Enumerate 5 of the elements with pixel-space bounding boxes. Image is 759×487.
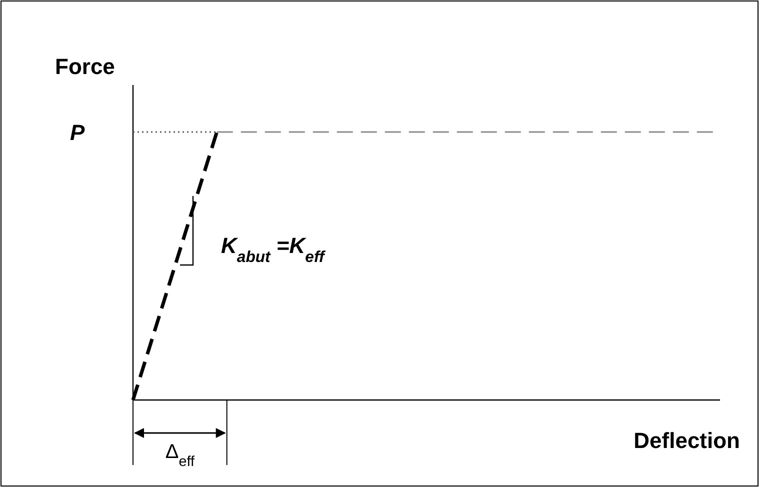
x-axis-title: Deflection bbox=[634, 428, 740, 453]
annotation: K$_{abut}$ =K$_{eff}$ bbox=[221, 233, 326, 266]
text: Δ$_{eff}$ bbox=[165, 441, 196, 470]
y-axis-title: Force bbox=[55, 54, 115, 79]
text: P bbox=[70, 120, 85, 145]
